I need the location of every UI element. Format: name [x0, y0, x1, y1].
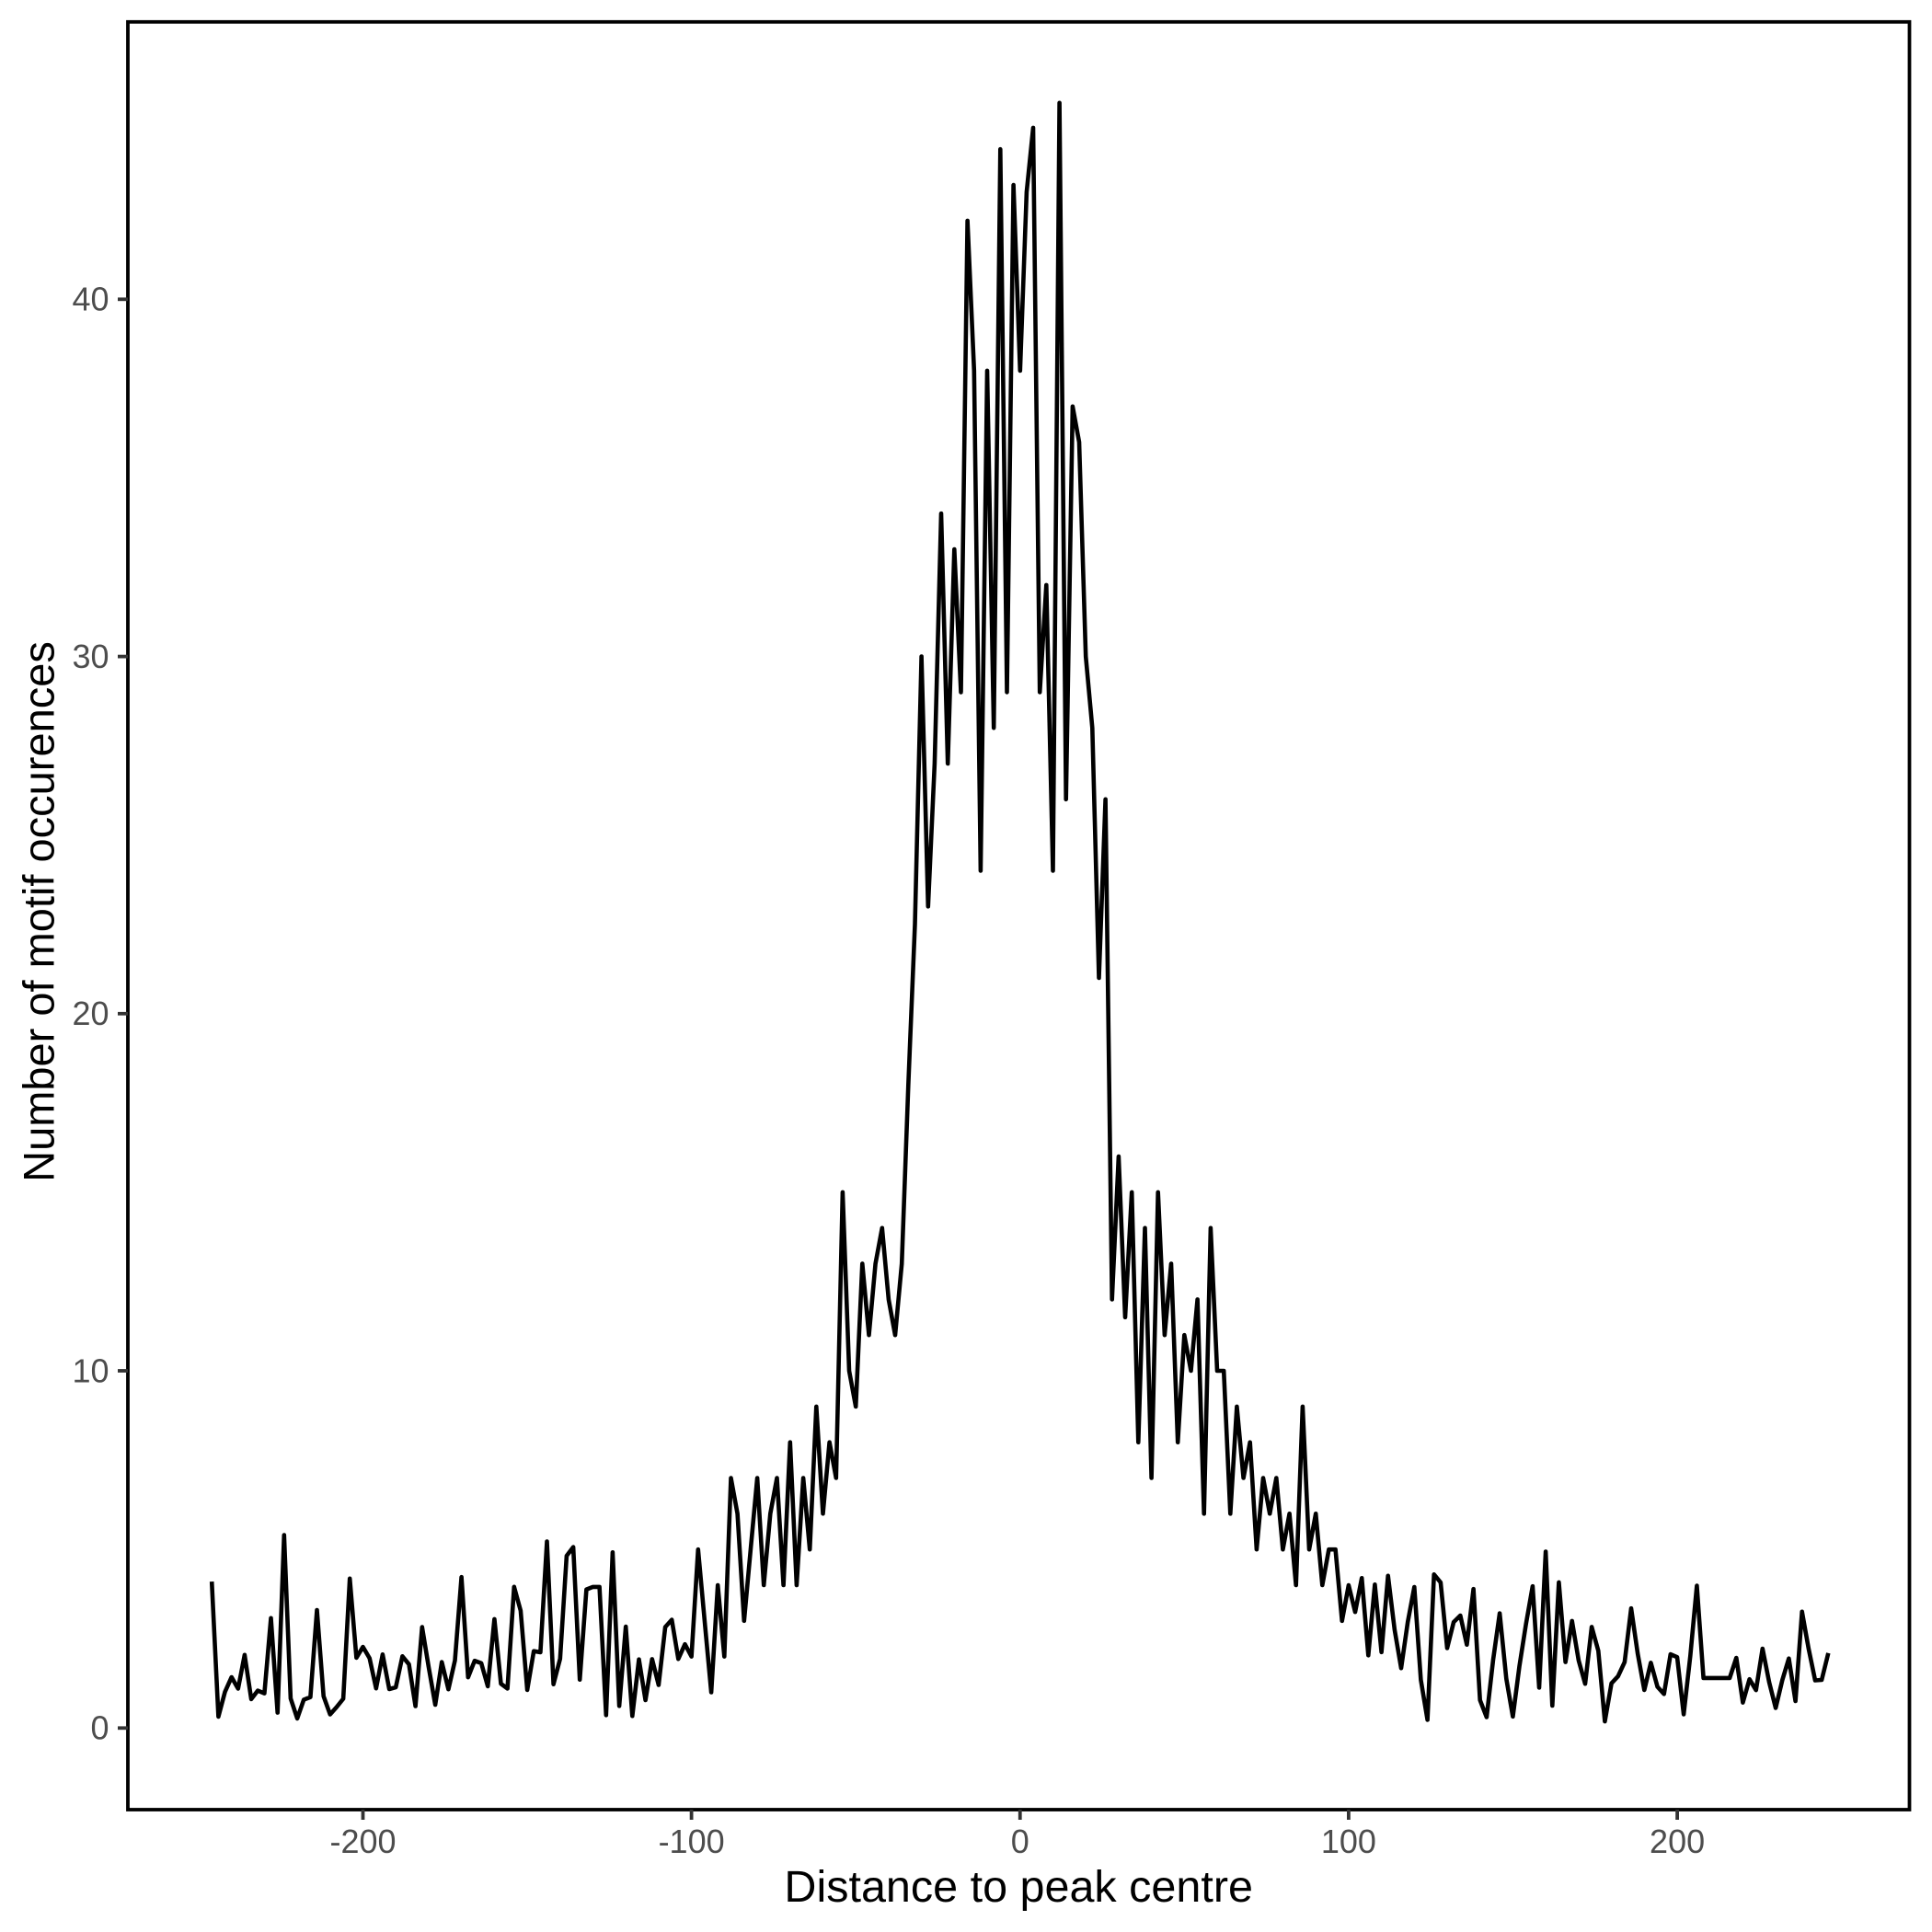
- svg-text:30: 30: [72, 638, 109, 675]
- svg-text:200: 200: [1650, 1823, 1705, 1860]
- svg-text:40: 40: [72, 281, 109, 318]
- svg-text:0: 0: [90, 1709, 109, 1747]
- svg-text:100: 100: [1321, 1823, 1376, 1860]
- svg-text:-200: -200: [329, 1823, 396, 1860]
- svg-text:Number of motif occurences: Number of motif occurences: [15, 641, 63, 1182]
- svg-text:10: 10: [72, 1351, 109, 1389]
- svg-text:20: 20: [72, 995, 109, 1032]
- svg-text:-100: -100: [659, 1823, 725, 1860]
- svg-text:Distance to peak centre: Distance to peak centre: [784, 1862, 1253, 1912]
- svg-text:0: 0: [1011, 1823, 1029, 1860]
